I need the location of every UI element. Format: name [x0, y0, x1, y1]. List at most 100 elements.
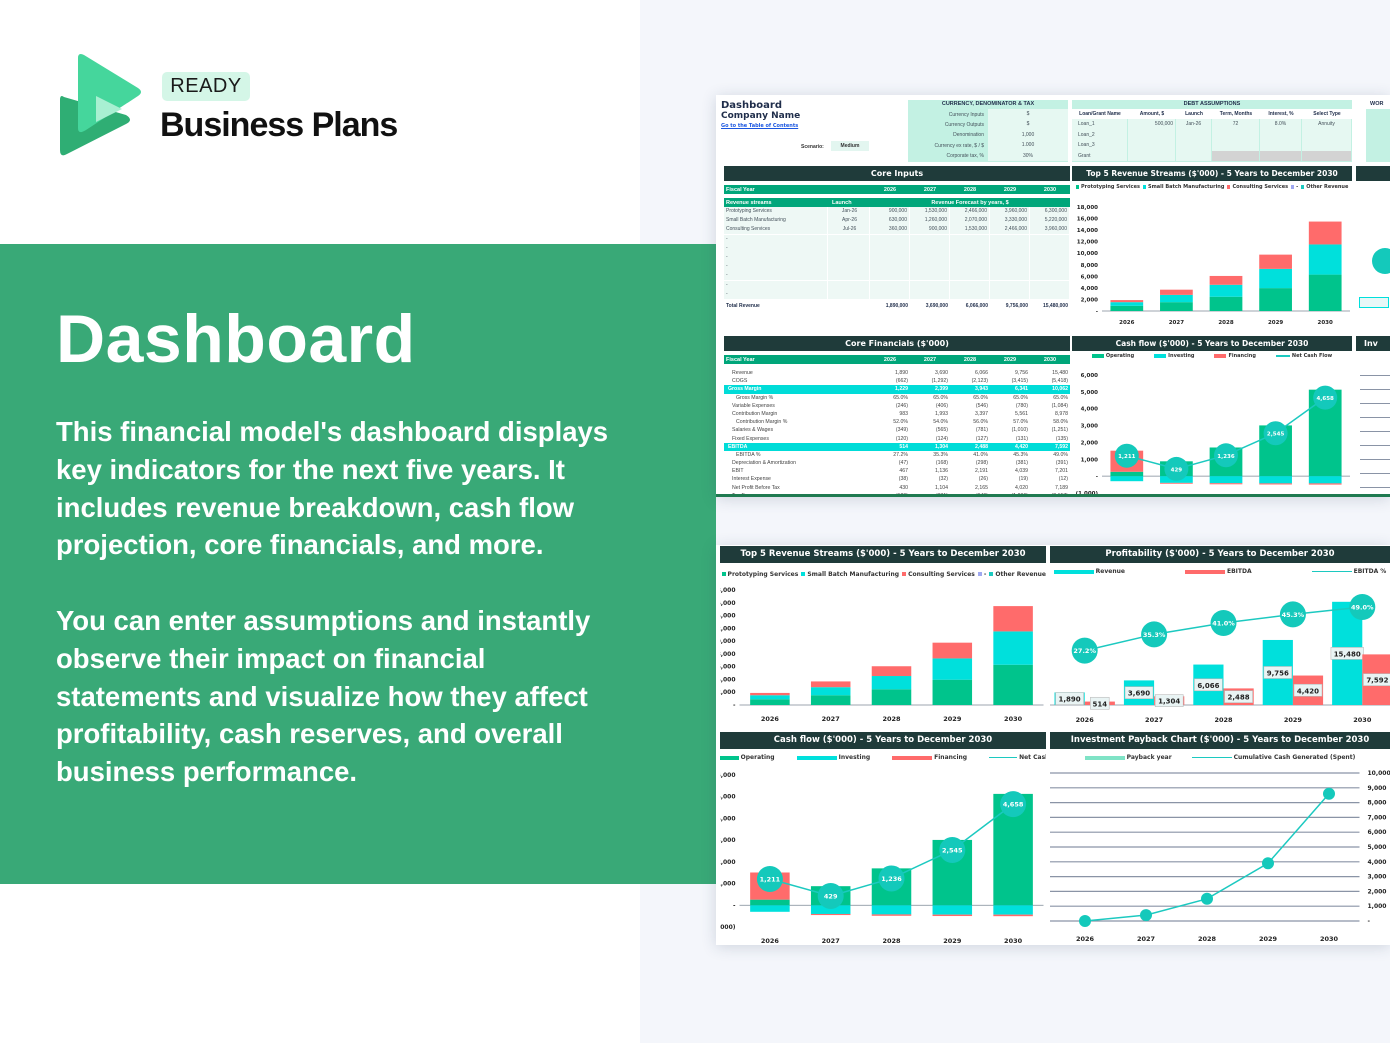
- debt-cell: [1128, 140, 1176, 151]
- financial-value: 8,978: [1055, 410, 1068, 417]
- line-marker: [1114, 443, 1139, 468]
- legend-swatch: [1214, 354, 1227, 358]
- x-tick-label: 2027: [1137, 935, 1155, 942]
- financial-value: (1,084): [1051, 402, 1068, 409]
- debt-column-header: Interest, %: [1268, 111, 1294, 118]
- legend-label: Revenue: [1095, 568, 1125, 575]
- bar-small-batch-manufacturing: [1110, 302, 1144, 306]
- revenue-stream-cell: [950, 271, 990, 281]
- legend-swatch: [796, 755, 837, 760]
- bar-data-label: 3,690: [1128, 690, 1150, 698]
- x-tick-label: 2029: [1284, 716, 1303, 724]
- y-tick-label: 16,000: [720, 600, 736, 607]
- bar-prototyping-services: [1110, 305, 1144, 311]
- core-financials: Core Financials ($'000) Fiscal Year 2026…: [724, 336, 1070, 497]
- x-tick-label: 2026: [1076, 716, 1095, 724]
- legend-label: Other Revenue: [1306, 183, 1349, 190]
- revenue-stream-cell: 2,466,000: [950, 207, 990, 216]
- bar-prototyping-services: [993, 664, 1033, 705]
- revenue-stream-cell: [828, 262, 870, 272]
- legend-label: -: [983, 570, 987, 578]
- financial-row: Revenue 1,890 3,690 6,066 9,756 15,480: [724, 369, 1070, 377]
- paragraph-line: key indicators for the next five years. …: [56, 453, 565, 485]
- revenue-stream-cell: [1030, 289, 1070, 299]
- line-data-label: 45.3%: [1282, 611, 1305, 619]
- data-label-box: [1194, 678, 1223, 692]
- legend-swatch: [902, 572, 907, 576]
- x-tick-label: 2030: [1318, 320, 1333, 326]
- legend-item: -: [977, 570, 987, 578]
- bar-data-label: 7,592: [1366, 677, 1388, 685]
- debt-column-header: Amount, $: [1139, 111, 1165, 118]
- currency-field-label: Denomination: [953, 132, 984, 139]
- debt-cell: Loan_3: [1072, 140, 1128, 151]
- y-tick-label: 1,000: [720, 881, 736, 888]
- revenue-stream-cell: [870, 262, 910, 272]
- gridline-stub: [1360, 389, 1390, 390]
- financial-row-label: Revenue: [732, 370, 753, 376]
- brand-name: Business Plans: [160, 106, 398, 144]
- bar-small-batch-manufacturing: [1160, 294, 1193, 303]
- paragraph-line: You can enter assumptions and instantly: [56, 605, 591, 636]
- revenue-stream-cell: [828, 289, 870, 299]
- financial-value: 15,480: [1052, 370, 1068, 376]
- bar-consulting-services: [871, 666, 912, 677]
- legend-item: Other Revenue: [1301, 184, 1348, 190]
- legend-swatch: [1301, 184, 1305, 189]
- bar-investing: [1308, 476, 1342, 484]
- legend-swatch: [1053, 569, 1094, 574]
- sheet-title: Dashboard: [721, 100, 782, 111]
- scenario-select[interactable]: Medium: [831, 141, 869, 151]
- legend-swatch: [989, 572, 994, 576]
- year-header: 2030: [1043, 186, 1057, 193]
- financial-value: 430: [899, 484, 908, 491]
- financial-row: EBIT 467 1,136 2,191 4,039 7,201: [724, 467, 1070, 475]
- legend-swatch: [720, 755, 739, 760]
- legend-swatch: [1227, 184, 1231, 189]
- financial-value: (381): [1015, 460, 1028, 467]
- line-marker: [1313, 385, 1338, 410]
- brand-logo-icon: [60, 54, 141, 156]
- financial-row: Salaries & Wages (349) (565) (781) (1,010) (1…: [724, 426, 1070, 434]
- y-tick-label: 3,000: [720, 837, 736, 844]
- revenue-stream-cell: [1030, 243, 1070, 253]
- forecast-label: Revenue Forecast by years, $: [931, 199, 1009, 206]
- line-marker: [1141, 621, 1168, 648]
- bar-investing: [810, 905, 851, 914]
- bar-consulting-services: [1110, 300, 1144, 303]
- financial-row: Gross Margin % 65.0% 65.0% 65.0% 65.0% 65.0%: [724, 394, 1070, 402]
- legend-label: Investing: [1168, 353, 1195, 359]
- financial-value: 65.0%: [1013, 394, 1028, 401]
- fiscal-year-label: Fiscal Year: [726, 356, 755, 363]
- toc-link[interactable]: Go to the Table of Contents: [721, 123, 799, 129]
- debt-cell: [1302, 129, 1352, 141]
- revenue-stream-cell: 3,330,000: [990, 216, 1030, 226]
- profitability-stub-header: [1356, 166, 1390, 181]
- revenue-stream-cell: Consulting Services: [724, 225, 828, 235]
- revenue-stream-cell: Apr-26: [828, 216, 870, 226]
- line-marker: [1164, 456, 1189, 481]
- financial-value: 983: [899, 410, 908, 417]
- bar-investing: [1209, 476, 1243, 484]
- revenue-stream-cell: [870, 289, 910, 299]
- legend-item: Prototyping Services: [721, 571, 798, 578]
- payback-stub-grid: [1360, 375, 1390, 495]
- revenue-stream-cell: -: [724, 234, 828, 244]
- chart-legend: Payback year Cumulative Cash Generated (S…: [1050, 749, 1390, 766]
- bar-financing: [1259, 483, 1292, 485]
- y-tick-label: 2,000: [720, 859, 736, 866]
- legend-label: -: [1296, 183, 1299, 190]
- y-tick-label: 12,000: [720, 625, 736, 632]
- line-data-label: 2,545: [942, 847, 963, 855]
- debt-column-header: Term, Months: [1219, 111, 1253, 118]
- data-label-box: [1330, 647, 1364, 660]
- bar-consulting-services: [1209, 275, 1243, 285]
- debt-column-header: Launch: [1185, 111, 1203, 118]
- ebitda-marker-stub: [1372, 248, 1390, 274]
- cash-flow-chart: Cash flow ($'000) - 5 Years to December …: [720, 732, 1046, 945]
- profitability-chart: Profitability ($'000) - 5 Years to Decem…: [1050, 546, 1390, 729]
- revenue-stream-cell: [950, 243, 990, 253]
- line-data-label: 4,658: [1003, 801, 1024, 809]
- bar-investing: [871, 905, 912, 915]
- bar-data-label: 1,304: [1158, 698, 1180, 706]
